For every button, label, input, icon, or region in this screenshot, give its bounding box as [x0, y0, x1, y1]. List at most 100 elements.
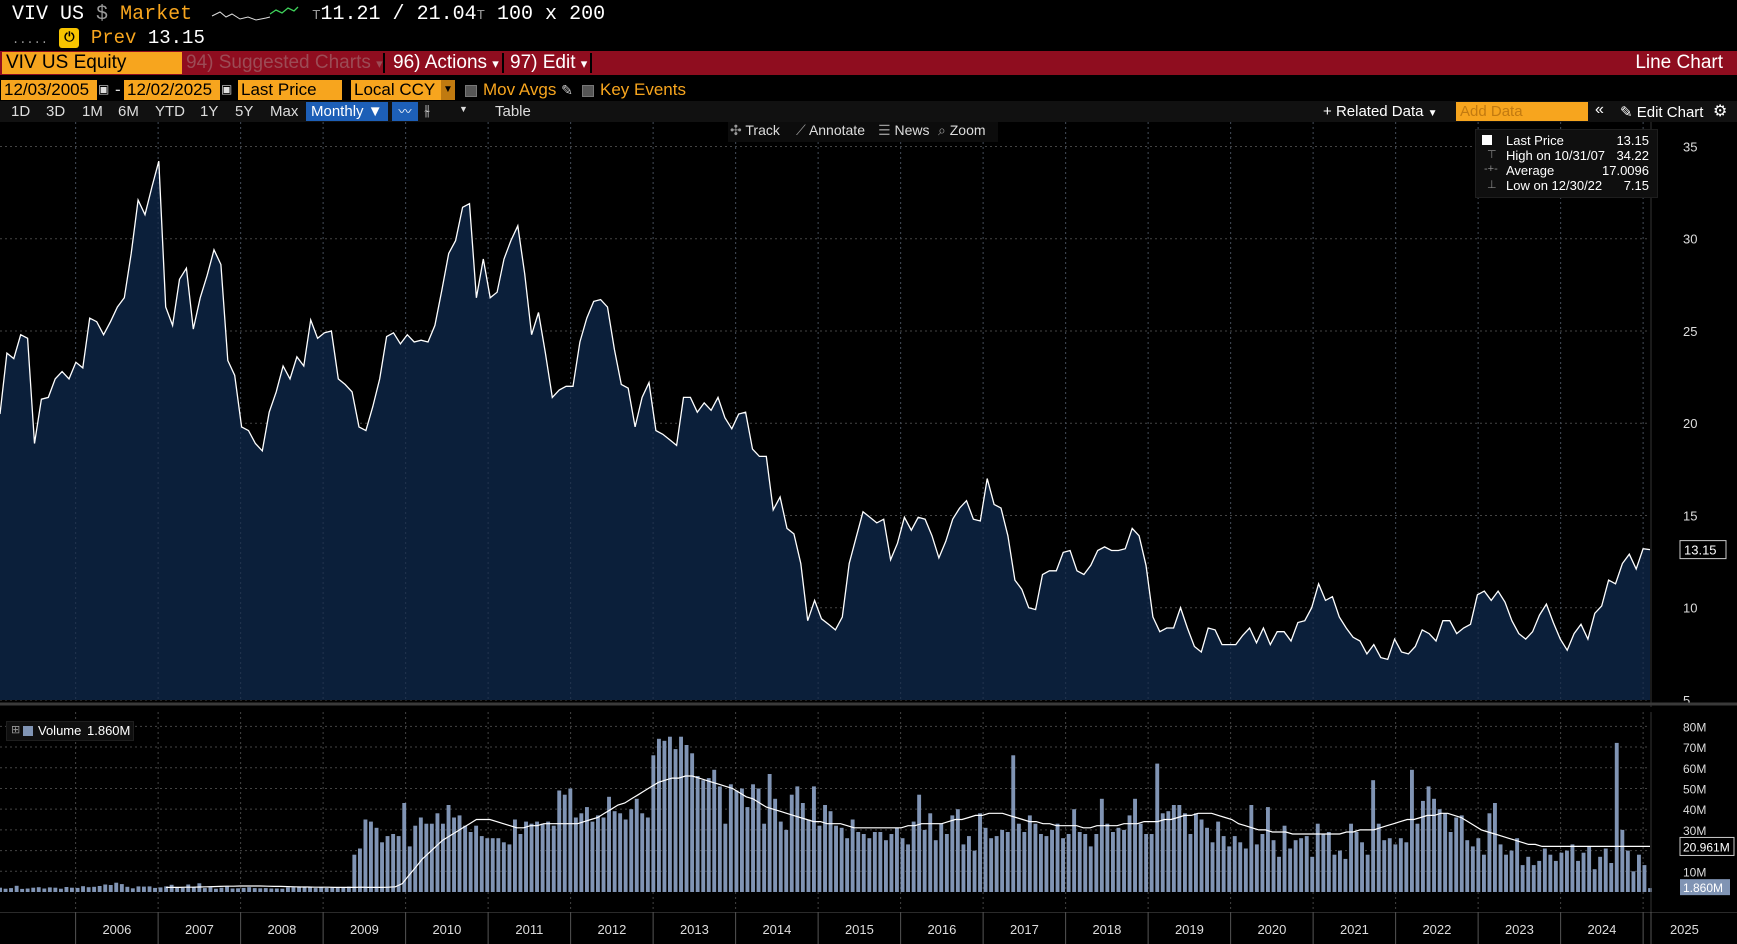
volume-bar: [230, 888, 235, 892]
double-chevron-left-icon[interactable]: «: [1595, 101, 1604, 118]
chevron-down-icon[interactable]: ▼: [441, 80, 455, 100]
calendar-icon[interactable]: ▣: [221, 82, 233, 96]
x-tick-label: 2018: [1092, 922, 1121, 937]
volume-bar: [1072, 809, 1077, 892]
volume-bar: [618, 813, 623, 892]
volume-bar: [1022, 832, 1027, 892]
volume-bar: [1631, 871, 1636, 892]
volume-bar: [42, 888, 47, 892]
volume-bar: [202, 888, 207, 892]
volume-bar: [1160, 813, 1165, 892]
volume-bar: [817, 825, 822, 892]
calendar-icon[interactable]: ▣: [98, 82, 110, 96]
volume-bar: [557, 790, 562, 892]
legend-low-value: 7.15: [1623, 178, 1649, 193]
mov-avgs-toggle[interactable]: Mov Avgs ✎: [465, 80, 573, 100]
price-area: [0, 161, 1650, 700]
period-1d[interactable]: 1D: [11, 103, 31, 120]
period-ytd[interactable]: YTD: [155, 103, 185, 120]
checkbox-icon[interactable]: [465, 84, 477, 97]
volume-last-box: [1680, 879, 1730, 896]
volume-bar: [20, 888, 25, 892]
volume-bar: [324, 887, 329, 892]
volume-bar: [568, 788, 573, 892]
volume-bar: [1398, 838, 1403, 892]
price-separator: /: [392, 3, 405, 26]
volume-bar: [1310, 856, 1315, 892]
add-data-input[interactable]: Add Data: [1456, 102, 1588, 121]
currency-selector[interactable]: Local CCY ▼: [351, 80, 455, 100]
volume-bar: [1199, 819, 1204, 892]
period-3d[interactable]: 3D: [46, 103, 66, 120]
price-chart[interactable]: 35 30 25 20 15 10 5 13.15: [0, 122, 1737, 707]
end-date-field[interactable]: 12/02/2025: [124, 80, 220, 100]
volume-bar: [1587, 846, 1592, 892]
volume-bar: [562, 794, 567, 892]
volume-bar: [214, 888, 218, 892]
track-button[interactable]: ✣ Track: [730, 122, 780, 139]
volume-bar: [1138, 823, 1143, 892]
volume-bar: [551, 825, 556, 892]
volume-bar: [208, 887, 213, 892]
candlestick-icon[interactable]: ⫳: [424, 102, 431, 119]
volume-bar: [1404, 842, 1409, 892]
annotate-button[interactable]: ⟋ Annotate: [796, 122, 865, 139]
volume-bar: [114, 882, 119, 892]
edit-chart-button[interactable]: ✎ Edit Chart: [1620, 103, 1703, 121]
zoom-button[interactable]: ⌕ Zoom: [938, 122, 986, 139]
price-chart-panel[interactable]: 35 30 25 20 15 10 5 13.15 ✣ Track ⟋ Annotate ☰ …: [0, 122, 1737, 707]
period-1y[interactable]: 1Y: [200, 103, 219, 120]
volume-bar: [1116, 827, 1121, 892]
volume-bar: [125, 886, 130, 892]
chevron-down-icon[interactable]: ▼: [459, 104, 468, 114]
volume-bar: [778, 821, 783, 892]
volume-bar: [1149, 834, 1154, 892]
volume-bar: [197, 883, 202, 892]
security-field[interactable]: VIV US Equity: [2, 52, 182, 74]
volume-bar: [728, 784, 733, 892]
checkbox-icon[interactable]: [582, 84, 594, 97]
period-max[interactable]: Max: [270, 103, 299, 120]
volume-bar: [14, 885, 19, 892]
start-date-field[interactable]: 12/03/2005: [1, 80, 97, 100]
volume-bar: [130, 888, 135, 892]
suggested-charts-num: 94): [186, 52, 214, 73]
y-tick-label: 20: [1683, 416, 1697, 431]
table-button[interactable]: Table: [495, 103, 531, 120]
key-events-toggle[interactable]: Key Events: [582, 80, 686, 100]
expand-icon[interactable]: ⊞: [11, 724, 21, 736]
volume-bar: [1133, 798, 1137, 892]
actions-menu-button[interactable]: 96) Actions ▾: [393, 51, 499, 75]
volume-bar: [673, 749, 678, 892]
x-tick-label: 2024: [1587, 922, 1616, 937]
period-5y[interactable]: 5Y: [235, 103, 254, 120]
ticker-symbol[interactable]: VIV US: [12, 3, 85, 26]
line-chart-icon[interactable]: 〰: [392, 102, 418, 121]
period-1m[interactable]: 1M: [82, 103, 103, 120]
news-button[interactable]: ☰ News: [878, 122, 929, 139]
edit-menu-button[interactable]: 97) Edit ▾: [510, 51, 587, 75]
period-6m[interactable]: 6M: [118, 103, 139, 120]
legend-average-label: Average: [1506, 163, 1555, 178]
sparkline-icon: [211, 6, 299, 21]
related-data-button[interactable]: + Related Data ▼: [1323, 103, 1438, 120]
y-tick-label: 15: [1683, 508, 1697, 523]
volume-bar: [103, 884, 108, 892]
volume-bar: [856, 832, 861, 892]
price-legend: Last Price 13.15 ⊤ High on 10/31/07 34.2…: [1475, 129, 1658, 198]
volume-bar: [640, 813, 645, 892]
volume-bar: [1005, 832, 1010, 892]
frequency-selector[interactable]: Monthly ▼: [306, 102, 388, 121]
field-selector[interactable]: Last Price: [238, 80, 342, 100]
pencil-icon[interactable]: ✎: [561, 82, 573, 98]
legend-high-label: High on 10/31/07: [1506, 148, 1606, 163]
volume-bar: [684, 745, 689, 892]
gear-icon[interactable]: ⚙: [1713, 103, 1728, 120]
suggested-charts-button[interactable]: 94) Suggested Charts ▾: [186, 51, 383, 75]
x-tick-label: 2011: [515, 922, 543, 937]
volume-bar: [0, 887, 2, 892]
volume-bar: [950, 815, 955, 892]
volume-bar: [1437, 809, 1442, 892]
